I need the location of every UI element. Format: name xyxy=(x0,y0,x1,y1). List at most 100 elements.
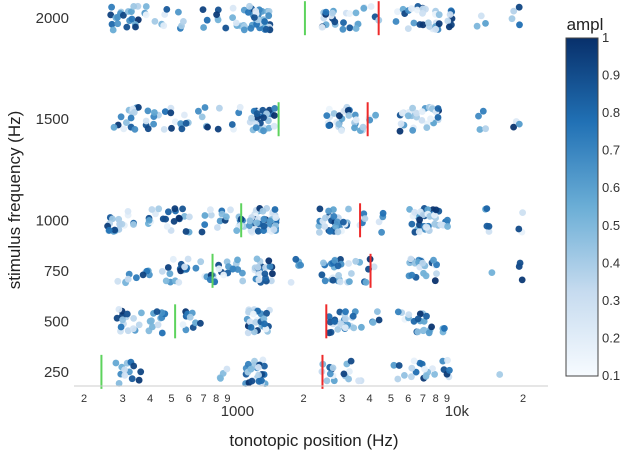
scatter-point xyxy=(108,3,115,11)
scatter-point xyxy=(121,366,128,374)
scatter-point xyxy=(182,228,190,235)
x-tick-label: 7 xyxy=(420,393,426,405)
scatter-point xyxy=(248,114,255,122)
scatter-point xyxy=(253,255,261,263)
scatter-point xyxy=(352,116,360,124)
scatter-point xyxy=(166,270,174,278)
scatter-point xyxy=(404,112,412,120)
scatter-point xyxy=(169,255,177,263)
scatter-point xyxy=(419,21,427,29)
scatter-point xyxy=(129,325,137,333)
scatter-point xyxy=(367,3,375,10)
scatter-point xyxy=(259,356,267,364)
scatter-point xyxy=(114,20,122,28)
scatter-point xyxy=(186,313,194,321)
scatter-point xyxy=(352,25,360,32)
scatter-point xyxy=(151,109,158,116)
scatter-point xyxy=(297,261,304,269)
colorbar-tick-label: 0.9 xyxy=(602,68,620,83)
scatter-point xyxy=(155,205,163,213)
scatter-point xyxy=(137,368,145,376)
scatter-point xyxy=(515,225,523,233)
scatter-point xyxy=(248,377,256,385)
scatter-point xyxy=(207,206,214,214)
scatter-point xyxy=(339,25,347,33)
scatter-point xyxy=(135,321,143,329)
y-tick-label: 750 xyxy=(44,263,69,280)
scatter-point xyxy=(240,26,248,34)
scatter-point xyxy=(171,205,179,213)
scatter-point xyxy=(335,272,342,279)
scatter-point xyxy=(229,265,237,273)
scatter-point xyxy=(394,375,402,383)
scatter-point xyxy=(435,20,443,28)
scatter-point xyxy=(110,123,118,131)
scatter-point xyxy=(162,277,170,285)
y-tick-label: 2000 xyxy=(36,10,69,27)
scatter-point xyxy=(348,270,355,277)
scatter-point xyxy=(201,212,209,219)
scatter-point xyxy=(234,256,241,264)
scatter-point xyxy=(510,123,517,131)
scatter-point xyxy=(204,123,211,131)
scatter-point xyxy=(510,7,518,15)
scatter-point xyxy=(115,380,123,387)
plot-area xyxy=(104,2,526,387)
scatter-point xyxy=(168,124,175,132)
scatter-point xyxy=(178,125,186,133)
scatter-point xyxy=(124,275,132,283)
scatter-point xyxy=(323,112,331,119)
scatter-point xyxy=(423,124,431,131)
colorbar-tick-label: 0.5 xyxy=(602,218,620,233)
scatter-point xyxy=(175,279,183,286)
scatter-point xyxy=(355,377,362,385)
scatter-point xyxy=(418,117,426,124)
scatter-point xyxy=(128,15,136,23)
scatter-point xyxy=(477,12,485,20)
scatter-point xyxy=(131,125,139,133)
scatter-point xyxy=(270,226,278,234)
scatter-point xyxy=(475,112,482,120)
scatter-point xyxy=(485,228,493,235)
scatter-point xyxy=(431,211,438,219)
scatter-point xyxy=(175,214,183,222)
scatter-point xyxy=(114,277,122,285)
scatter-point xyxy=(335,120,343,128)
scatter-point xyxy=(162,215,170,223)
y-tick-label: 1000 xyxy=(36,212,69,229)
scatter-point xyxy=(128,375,136,383)
scatter-point xyxy=(345,205,352,213)
scatter-point xyxy=(346,278,353,285)
scatter-point xyxy=(158,329,166,337)
colorbar: ampl 0.1 0.2 0.3 0.4 0.5 0.6 0.7 0.8 0.9 1 xyxy=(565,15,620,383)
scatter-point xyxy=(342,308,349,316)
scatter-point xyxy=(431,277,439,285)
scatter-point xyxy=(413,109,420,117)
scatter-point xyxy=(149,323,156,331)
scatter-point xyxy=(408,364,416,372)
scatter-point xyxy=(431,370,438,378)
scatter-point xyxy=(407,255,415,263)
scatter-point xyxy=(232,19,240,27)
scatter-point xyxy=(144,107,152,115)
scatter-point xyxy=(127,8,135,16)
scatter-point xyxy=(120,11,127,19)
scatter-point xyxy=(123,119,130,126)
scatter-point xyxy=(515,3,523,11)
scatter-point xyxy=(519,209,526,217)
scatter-point xyxy=(496,371,504,378)
scatter-point xyxy=(326,370,334,378)
scatter-point xyxy=(437,221,445,229)
x-tick-label: 8 xyxy=(213,393,219,405)
scatter-point xyxy=(330,213,338,220)
colorbar-gradient xyxy=(565,37,599,377)
scatter-point xyxy=(247,324,255,331)
scatter-point xyxy=(265,124,273,132)
scatter-point xyxy=(171,118,179,126)
scatter-point xyxy=(121,372,129,379)
scatter-point xyxy=(180,18,187,25)
scatter-point xyxy=(336,278,344,286)
scatter-point xyxy=(117,113,125,121)
scatter-point xyxy=(256,270,264,277)
scatter-point xyxy=(105,226,113,234)
